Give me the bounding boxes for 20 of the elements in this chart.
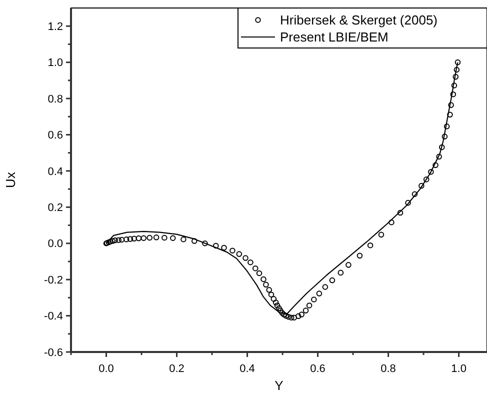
y-axis-title: Ux [3,172,18,188]
y-tick-label: 0.6 [48,130,63,142]
x-tick-label: 0.6 [310,363,326,375]
x-axis-title: Y [274,378,284,393]
y-tick-label: -0.6 [44,346,63,359]
x-tick-label: 0.2 [169,363,184,375]
x-tick-label: 0.4 [240,363,255,375]
y-tick-label: 0.4 [48,166,63,178]
x-tick-label: 0.0 [98,363,114,375]
x-tick-label: 1.0 [451,363,466,375]
y-tick-label: -0.2 [44,274,63,286]
y-tick-label: 1.2 [48,20,63,33]
y-tick-label: 0.0 [48,238,63,250]
legend-label: Hribersek & Skerget (2005) [280,12,438,28]
y-tick-label: 0.8 [48,93,63,106]
y-tick-label: 1.0 [48,57,63,70]
legend-label: Present LBIE/BEM [280,30,388,45]
y-tick-label: 0.2 [48,202,63,214]
x-tick-label: 0.8 [380,363,396,375]
y-tick-label: -0.4 [44,310,63,323]
